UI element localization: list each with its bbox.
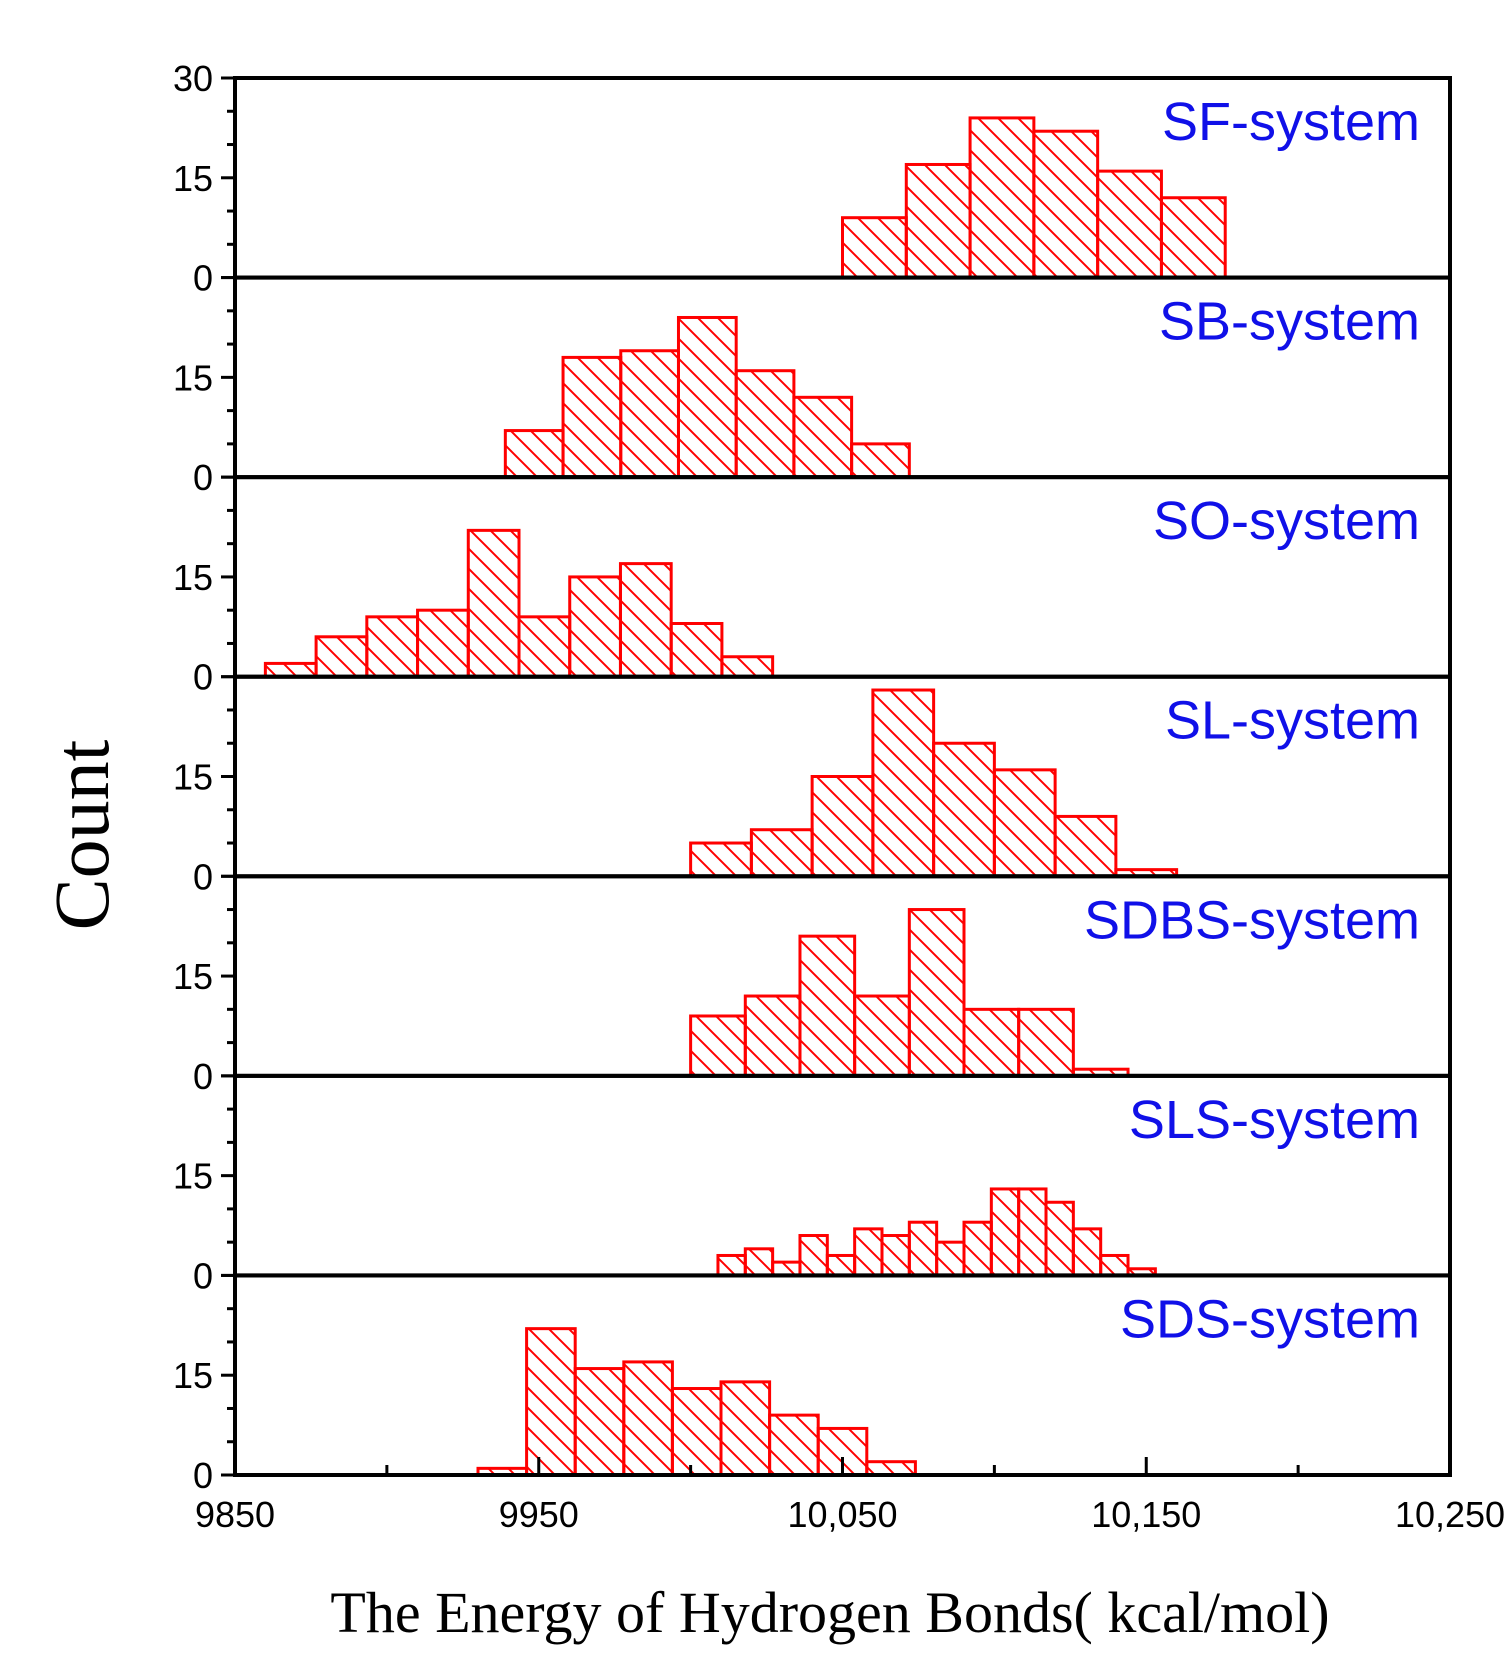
histogram-bar	[810, 775, 875, 878]
histogram-bar	[743, 1247, 775, 1277]
axes-group: 9850 9950 10,050 10,150 10,250	[195, 1457, 1505, 1535]
histogram-bar	[365, 615, 420, 679]
histogram-bar	[792, 395, 854, 479]
panel-SO-system: 15 0 SO-system	[173, 475, 1452, 698]
panel-SDS-system: 15 0 SDS-system	[173, 1273, 1452, 1496]
histogram-bar	[618, 562, 673, 679]
histogram-bar	[798, 1234, 829, 1277]
panels-group: 30150SF-system150SB-system150SO-system15…	[173, 58, 1452, 1496]
histogram-bar	[568, 575, 622, 679]
histogram-bar	[1017, 1187, 1048, 1277]
histogram-bar	[561, 355, 623, 479]
y-tick-label: 15	[173, 1156, 213, 1197]
histogram-bar	[676, 315, 738, 479]
histogram-bar	[466, 528, 521, 679]
y-tick-label: 0	[193, 258, 213, 299]
histogram-bar	[1053, 814, 1118, 878]
histogram-bar	[989, 1187, 1021, 1277]
histogram-bar	[619, 349, 680, 479]
histogram-bar	[853, 994, 911, 1078]
panel-name-label: SDBS-system	[1084, 890, 1420, 950]
histogram-bar	[716, 1253, 747, 1277]
histogram-bar	[904, 162, 972, 280]
panel-name-label: SB-system	[1159, 292, 1420, 352]
histogram-bar	[935, 1240, 966, 1277]
histogram-bar	[1017, 1007, 1075, 1078]
histogram-bar	[768, 1413, 820, 1477]
histogram-bar	[850, 442, 911, 479]
histogram-bar	[1044, 1200, 1075, 1277]
histogram-bar	[669, 621, 724, 679]
histogram-bar	[825, 1253, 857, 1277]
panel-name-label: SL-system	[1165, 691, 1420, 751]
histogram-bar	[622, 1360, 674, 1477]
histogram-bar	[907, 908, 966, 1078]
x-axis-title: The Energy of Hydrogen Bonds( kcal/mol)	[330, 1580, 1329, 1645]
panel-SL-system: 15 0 SL-system	[173, 674, 1452, 897]
y-tick-label: 15	[173, 557, 213, 598]
y-tick-label: 0	[193, 457, 213, 498]
y-tick-label: 0	[193, 657, 213, 698]
histogram-bar	[880, 1234, 911, 1277]
y-tick-label: 15	[173, 1355, 213, 1396]
y-tick-label: 15	[173, 357, 213, 398]
y-tick-label: 15	[173, 158, 213, 199]
panel-name-label: SF-system	[1162, 92, 1420, 152]
y-tick-label: 0	[193, 1056, 213, 1097]
x-tick-label: 10,050	[787, 1494, 897, 1535]
histogram-bar	[719, 1380, 772, 1477]
histogram-bar	[968, 116, 1036, 280]
histogram-bar	[962, 1007, 1021, 1078]
histogram-bar	[1159, 196, 1227, 280]
histogram-bar	[517, 615, 572, 679]
panel-SF-system: 30 15 0 SF-system	[173, 58, 1452, 299]
panel-name-label: SO-system	[1153, 491, 1420, 551]
x-tick-label: 10,250	[1395, 1494, 1505, 1535]
histogram-bar	[670, 1387, 723, 1477]
histogram-bar	[1032, 129, 1100, 280]
histogram-bar	[907, 1220, 939, 1277]
panel-SDBS-system: 15 0 SDBS-system	[173, 874, 1452, 1097]
histogram-bar	[314, 635, 369, 679]
panel-name-label: SDS-system	[1120, 1289, 1420, 1349]
y-tick-label: 30	[173, 58, 213, 99]
panel-SLS-system: 15 0 SLS-system	[173, 1073, 1452, 1296]
histogram-bar	[992, 768, 1057, 878]
y-tick-label: 0	[193, 1255, 213, 1296]
x-tick-label: 9950	[499, 1494, 579, 1535]
y-tick-label: 15	[173, 757, 213, 798]
histogram-bar	[503, 429, 565, 479]
histogram-bar	[416, 608, 470, 679]
histogram-bar	[689, 1014, 747, 1078]
histogram-bar	[841, 216, 908, 280]
histogram-bar	[743, 994, 802, 1078]
x-tick-label: 9850	[195, 1494, 275, 1535]
histogram-bar	[853, 1227, 884, 1277]
histogram-bar	[1099, 1253, 1130, 1277]
histogram-bar	[689, 841, 753, 878]
histogram-bar	[573, 1367, 626, 1477]
y-tick-label: 0	[193, 856, 213, 897]
x-tick-label: 10,150	[1091, 1494, 1201, 1535]
histogram-bar	[1071, 1227, 1103, 1277]
histogram-bar	[525, 1327, 577, 1477]
panel-SB-system: 15 0 SB-system	[173, 275, 1452, 498]
histogram-bar	[720, 655, 775, 679]
histogram-bar	[962, 1220, 993, 1277]
histogram-bar	[798, 934, 857, 1078]
y-tick-label: 0	[193, 1455, 213, 1496]
histogram-bar	[1096, 169, 1163, 280]
panel-name-label: SLS-system	[1129, 1090, 1420, 1150]
y-axis-title: Count	[38, 739, 125, 930]
histogram-bar	[932, 741, 996, 878]
y-tick-label: 15	[173, 956, 213, 997]
histogram-bar	[734, 369, 796, 479]
histogram-bar	[749, 828, 814, 878]
histogram-bar	[871, 688, 936, 878]
